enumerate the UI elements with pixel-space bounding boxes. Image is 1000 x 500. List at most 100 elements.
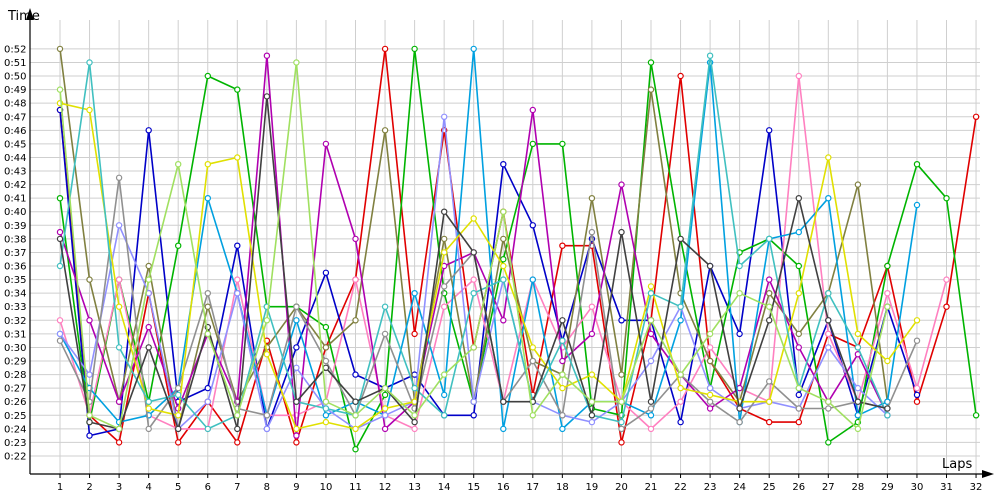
x-tick-label: 26 (792, 482, 805, 493)
data-point (736, 290, 743, 297)
x-tick-label: 18 (556, 482, 569, 493)
data-point (352, 398, 359, 405)
data-point (381, 391, 389, 399)
data-point (854, 398, 862, 405)
x-tick-label: 32 (970, 482, 983, 493)
data-point (588, 194, 596, 202)
data-point (766, 290, 773, 297)
x-axis-arrow-icon (982, 470, 994, 478)
data-point (736, 384, 743, 392)
data-point (322, 405, 330, 412)
data-point (381, 405, 389, 412)
x-tick-label: 15 (467, 482, 480, 493)
data-point (441, 113, 448, 121)
data-point (706, 384, 714, 392)
y-tick-label: 0:47 (4, 112, 26, 123)
data-point (766, 317, 773, 324)
data-point (322, 398, 330, 405)
data-point (500, 208, 507, 215)
data-point (647, 290, 655, 297)
data-point (145, 262, 152, 270)
data-point (145, 276, 152, 283)
data-point (204, 194, 211, 202)
data-point (322, 364, 330, 371)
x-tick-label: 28 (851, 482, 864, 493)
x-tick-label: 2 (86, 482, 92, 493)
data-point (470, 276, 477, 283)
data-point (500, 425, 507, 433)
x-tick-label: 3 (116, 482, 122, 493)
x-tick-label: 4 (145, 482, 151, 493)
x-tick-label: 6 (205, 482, 211, 493)
data-point (174, 391, 182, 399)
data-point (588, 418, 596, 426)
data-point (529, 140, 537, 148)
data-point (706, 330, 714, 338)
data-point (352, 371, 359, 378)
data-point (322, 357, 330, 365)
data-point (411, 384, 418, 392)
data-point (588, 228, 596, 236)
data-point (56, 228, 64, 236)
data-point (500, 398, 507, 405)
data-point (263, 317, 271, 324)
data-point (825, 290, 832, 297)
data-point (677, 418, 684, 426)
data-point (411, 330, 418, 338)
data-point (825, 154, 832, 161)
data-point (381, 384, 389, 392)
data-point (263, 425, 271, 433)
data-point (381, 412, 389, 419)
data-point (174, 384, 182, 392)
data-point (470, 290, 477, 297)
data-point (529, 222, 537, 229)
data-point (943, 303, 950, 310)
data-point (293, 398, 300, 405)
x-tick-label: 17 (526, 482, 539, 493)
x-tick-label: 29 (881, 482, 894, 493)
y-tick-label: 0:41 (4, 194, 26, 205)
data-point (115, 398, 123, 405)
data-point (618, 228, 625, 236)
x-tick-label: 11 (349, 482, 362, 493)
y-tick-label: 0:50 (4, 72, 26, 83)
series-line (59, 102, 918, 430)
data-point (322, 412, 330, 419)
data-point (441, 235, 448, 243)
data-point (559, 412, 566, 419)
data-point (293, 317, 300, 324)
x-tick-label: 21 (645, 482, 658, 493)
x-tick-label: 7 (234, 482, 240, 493)
data-point (441, 249, 448, 256)
data-point (352, 276, 359, 283)
data-point (647, 357, 655, 365)
data-point (795, 72, 803, 80)
x-tick-label: 13 (408, 482, 421, 493)
data-point (529, 412, 537, 419)
data-point (411, 290, 418, 297)
data-point (913, 317, 921, 324)
data-point (56, 194, 64, 202)
y-tick-label: 0:27 (4, 384, 26, 395)
data-point (825, 405, 832, 412)
data-point (234, 242, 241, 249)
data-point (381, 330, 389, 338)
data-point (322, 418, 330, 426)
x-tick-label: 5 (175, 482, 181, 493)
data-point (706, 52, 714, 59)
data-point (677, 371, 684, 378)
data-point (972, 412, 980, 419)
data-point (204, 384, 211, 392)
data-point (115, 276, 123, 283)
y-tick-label: 0:39 (4, 221, 26, 232)
data-point (470, 344, 477, 351)
data-point (293, 439, 300, 446)
data-point (441, 371, 448, 378)
data-point (174, 439, 182, 446)
data-point (559, 357, 566, 365)
data-point (795, 384, 803, 392)
y-tick-label: 0:52 (4, 44, 26, 55)
data-point (322, 140, 330, 148)
data-point (441, 283, 448, 290)
